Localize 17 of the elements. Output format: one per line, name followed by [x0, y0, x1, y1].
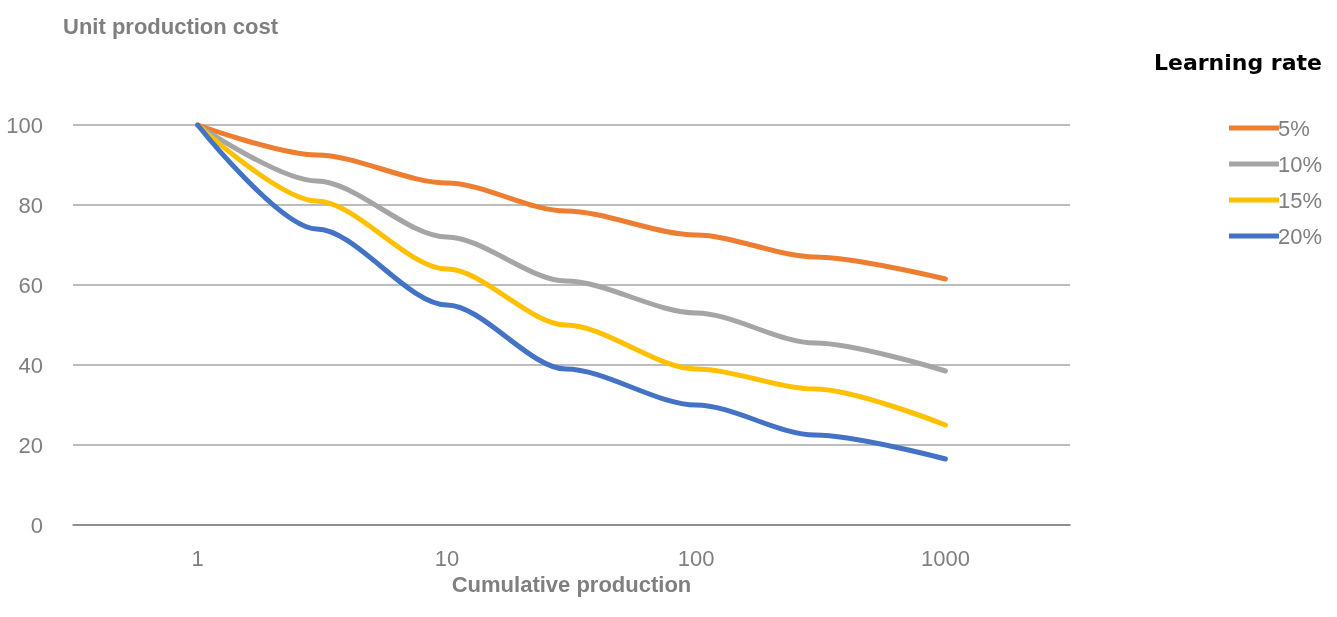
legend-label: 5%: [1277, 115, 1310, 141]
x-tick-label: 1000: [920, 545, 970, 571]
y-tick-label: 0: [30, 512, 43, 538]
y-tick-label: 40: [18, 352, 43, 378]
x-axis-title: Cumulative production: [451, 572, 692, 598]
y-tick-label: 60: [18, 272, 43, 298]
y-tick-label: 20: [18, 432, 43, 458]
legend-title: Learning rate: [1153, 49, 1323, 75]
y-tick-label: 100: [6, 112, 43, 138]
x-tick-label: 100: [677, 545, 715, 571]
y-axis-title: Unit production cost: [63, 13, 279, 39]
x-tick-label: 10: [434, 545, 460, 571]
x-tick-label: 1: [191, 545, 204, 571]
legend-label: 20%: [1277, 223, 1323, 249]
y-tick-label: 80: [18, 192, 43, 218]
legend-label: 15%: [1277, 187, 1323, 213]
legend-label: 10%: [1277, 151, 1323, 177]
